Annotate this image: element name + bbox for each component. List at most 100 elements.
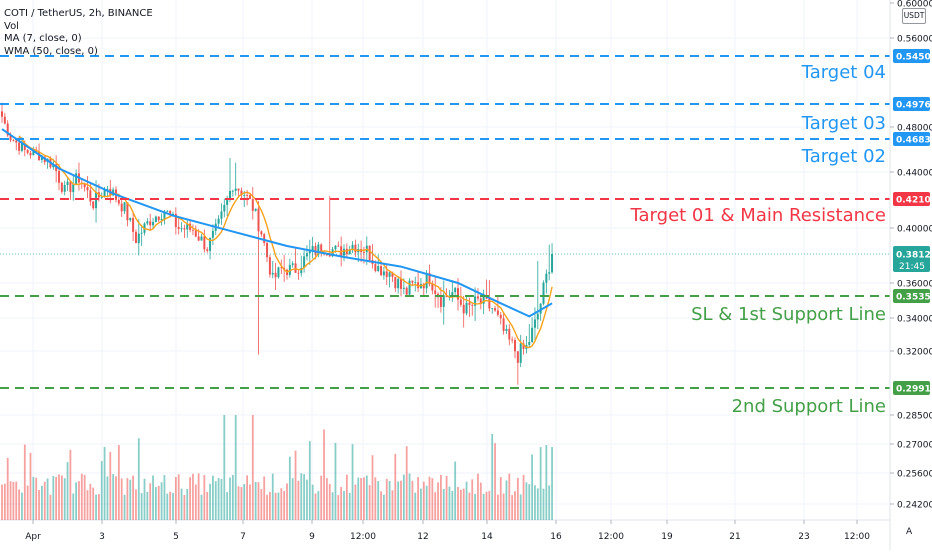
candle-body bbox=[154, 216, 157, 222]
volume-bar bbox=[112, 474, 115, 520]
candle-body bbox=[511, 339, 514, 341]
volume-bar bbox=[129, 479, 132, 520]
volume-bar bbox=[457, 487, 459, 520]
candle-body bbox=[160, 218, 163, 221]
candle-body bbox=[18, 142, 21, 151]
volume-bar bbox=[291, 478, 294, 520]
candle-body bbox=[499, 314, 502, 319]
auto-scale-button[interactable]: A bbox=[906, 527, 913, 537]
volume-bar bbox=[434, 492, 437, 520]
ma-7-line bbox=[18, 135, 553, 349]
last-price-label: 0.38120 bbox=[896, 251, 932, 261]
candle-body bbox=[92, 201, 95, 209]
volume-bar bbox=[117, 445, 120, 520]
volume-bar bbox=[542, 488, 545, 520]
volume-bar bbox=[66, 462, 69, 520]
candle-body bbox=[337, 245, 340, 247]
annotation-sl-1st-support: SL & 1st Support Line bbox=[691, 304, 886, 325]
volume-bar bbox=[539, 447, 542, 520]
vol-indicator-label[interactable]: Vol bbox=[4, 20, 19, 32]
volume-bar bbox=[103, 446, 106, 520]
level-price-label: 0.29914 bbox=[896, 385, 932, 395]
candle-body bbox=[545, 273, 548, 283]
volume-bar bbox=[525, 482, 528, 520]
symbol-title[interactable]: COTI / TetherUS, 2h, BINANCE bbox=[4, 8, 153, 19]
wma-indicator-label[interactable]: WMA (50, close, 0) bbox=[4, 45, 98, 57]
annotation-target-02: Target 02 bbox=[801, 146, 886, 167]
volume-bar bbox=[534, 485, 536, 520]
time-tick-label: 12:00 bbox=[350, 532, 376, 542]
candle-body bbox=[551, 254, 554, 273]
candle-body bbox=[254, 208, 257, 211]
candle-body bbox=[516, 351, 519, 363]
candle-body bbox=[23, 143, 26, 150]
time-axis: Apr 3 5 7 9 12:00 12 14 16 12:00 19 21 23 12:00 bbox=[25, 520, 870, 542]
volume-bar bbox=[317, 491, 320, 520]
candle-body bbox=[377, 266, 380, 272]
volume-bar bbox=[166, 493, 169, 520]
volume-bar bbox=[106, 476, 109, 520]
volume-bar bbox=[297, 480, 300, 520]
volume-bar bbox=[425, 485, 428, 520]
candle-body bbox=[95, 192, 98, 209]
candle-body bbox=[505, 328, 508, 332]
candle-body bbox=[405, 287, 408, 295]
candle-body bbox=[462, 304, 465, 314]
candle-body bbox=[123, 202, 126, 212]
volume-bar bbox=[155, 487, 157, 520]
candle-body bbox=[166, 210, 169, 212]
volume-bar bbox=[383, 494, 385, 520]
volume-bar bbox=[508, 473, 511, 520]
candle-body bbox=[277, 267, 280, 278]
candle-body bbox=[491, 308, 494, 310]
volume-bar bbox=[169, 491, 172, 520]
candle-body bbox=[137, 233, 140, 244]
candle-body bbox=[514, 340, 516, 352]
candle-body bbox=[308, 250, 311, 254]
candle-body bbox=[385, 271, 388, 277]
volume-bar bbox=[431, 478, 434, 520]
volume-bar bbox=[214, 481, 217, 520]
volume-bar bbox=[246, 475, 248, 520]
candle-body bbox=[351, 244, 354, 250]
volume-bar bbox=[12, 481, 15, 520]
price-tick-label: 0.48000 bbox=[897, 124, 932, 134]
candle-body bbox=[414, 282, 417, 284]
candle-body bbox=[482, 295, 485, 304]
candle-body bbox=[126, 202, 129, 221]
volume-bar bbox=[348, 492, 351, 520]
volume-bar bbox=[226, 492, 229, 520]
volume-bar bbox=[482, 493, 485, 520]
volume-bar bbox=[422, 481, 425, 520]
candle-body bbox=[380, 266, 383, 276]
volume-bar bbox=[209, 483, 211, 520]
ma-indicator-label[interactable]: MA (7, close, 0) bbox=[4, 33, 82, 44]
price-tick-label: 0.27000 bbox=[897, 441, 932, 451]
volume-bar bbox=[177, 474, 180, 520]
candle-body bbox=[263, 234, 266, 243]
candle-body bbox=[476, 296, 479, 299]
candle-body bbox=[58, 170, 60, 183]
volume-bar bbox=[143, 478, 146, 520]
volume-bar bbox=[303, 474, 305, 520]
candle-body bbox=[103, 188, 106, 198]
candle-body bbox=[508, 328, 511, 340]
time-tick-label: 5 bbox=[173, 532, 179, 542]
volume-bar bbox=[160, 482, 163, 520]
volume-bar bbox=[21, 492, 23, 520]
volume-bar bbox=[391, 490, 394, 520]
volume-bar bbox=[266, 494, 268, 520]
volume-bar bbox=[451, 490, 454, 520]
candle-body bbox=[496, 310, 499, 315]
candle-body bbox=[140, 232, 143, 234]
currency-unit-button[interactable]: USDT bbox=[902, 8, 926, 24]
candle-body bbox=[533, 319, 536, 328]
volume-bar bbox=[394, 453, 397, 520]
volume-bar bbox=[314, 493, 317, 520]
candle-body bbox=[240, 190, 243, 196]
volume-bar bbox=[192, 473, 194, 520]
horizontal-levels bbox=[0, 55, 890, 389]
level-price-label-bg bbox=[893, 132, 930, 146]
